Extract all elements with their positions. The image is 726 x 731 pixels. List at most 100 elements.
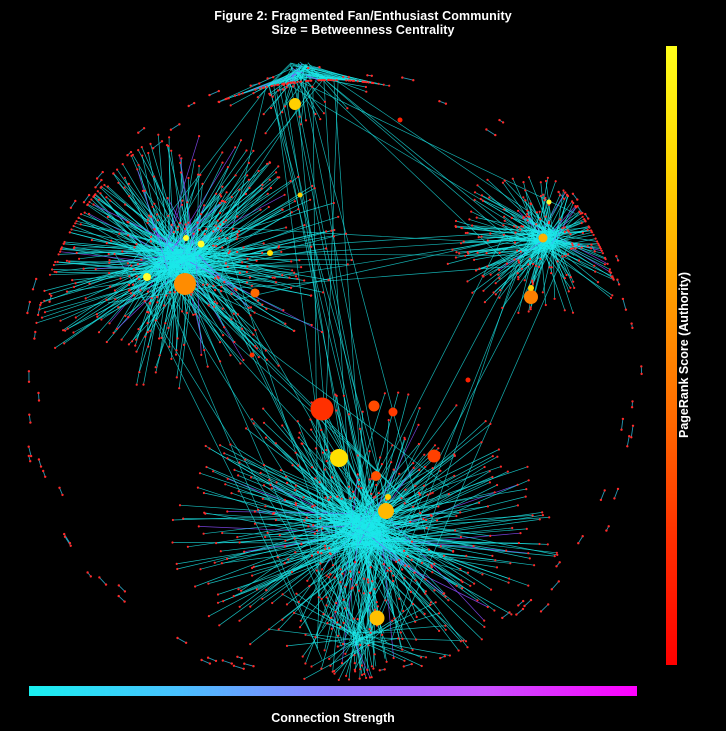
leaf-node bbox=[238, 619, 241, 622]
leaf-node bbox=[262, 463, 266, 467]
connection-strength-label: Connection Strength bbox=[271, 711, 395, 725]
leaf-node bbox=[403, 436, 406, 439]
leaf-node bbox=[543, 199, 546, 202]
edge bbox=[278, 65, 302, 85]
leaf-node bbox=[27, 454, 30, 458]
leaf-node bbox=[273, 84, 276, 87]
leaf-node bbox=[398, 559, 401, 562]
edge bbox=[114, 248, 178, 291]
leaf-node bbox=[262, 421, 266, 424]
leaf-node bbox=[274, 442, 277, 445]
leaf-node bbox=[558, 561, 561, 564]
leaf-node bbox=[178, 221, 181, 225]
leaf-node bbox=[75, 251, 78, 254]
leaf-node bbox=[238, 541, 241, 544]
edge bbox=[353, 634, 422, 667]
leaf-node bbox=[198, 135, 201, 138]
leaf-node bbox=[236, 235, 239, 238]
leaf-node bbox=[415, 615, 418, 619]
leaf-node bbox=[294, 551, 297, 554]
leaf-node bbox=[323, 649, 326, 652]
leaf-node bbox=[459, 511, 462, 514]
leaf-node bbox=[232, 595, 235, 598]
leaf-node bbox=[567, 253, 570, 256]
leaf-node bbox=[352, 617, 355, 620]
edge bbox=[344, 443, 420, 534]
leaf-node bbox=[245, 281, 249, 284]
leaf-node bbox=[147, 151, 150, 155]
leaf-node bbox=[277, 628, 280, 631]
leaf-node bbox=[267, 205, 270, 209]
leaf-node bbox=[101, 170, 104, 174]
leaf-node bbox=[105, 298, 108, 301]
edge bbox=[555, 230, 592, 234]
leaf-node bbox=[283, 193, 286, 196]
leaf-node bbox=[311, 184, 314, 187]
leaf-node bbox=[498, 296, 501, 299]
leaf-node bbox=[344, 585, 347, 588]
leaf-node bbox=[351, 586, 354, 589]
leaf-node bbox=[459, 567, 462, 571]
leaf-node bbox=[361, 673, 364, 677]
leaf-node bbox=[226, 457, 229, 460]
leaf-node bbox=[257, 169, 260, 173]
leaf-node bbox=[366, 74, 369, 77]
leaf-node bbox=[300, 266, 303, 269]
leaf-node bbox=[430, 514, 433, 518]
leaf-node bbox=[61, 493, 64, 497]
leaf-node bbox=[594, 270, 597, 273]
leaf-node bbox=[258, 82, 261, 85]
leaf-node bbox=[310, 245, 313, 248]
leaf-node bbox=[427, 548, 431, 551]
edge bbox=[333, 641, 371, 672]
leaf-node bbox=[322, 291, 325, 294]
edge bbox=[325, 497, 357, 535]
leaf-node bbox=[603, 256, 607, 259]
edge bbox=[535, 240, 553, 268]
leaf-node bbox=[372, 667, 375, 670]
leaf-node bbox=[398, 472, 401, 475]
leaf-node bbox=[123, 600, 126, 603]
leaf-node bbox=[219, 193, 222, 196]
leaf-node bbox=[418, 493, 422, 496]
edge bbox=[516, 608, 524, 615]
leaf-node bbox=[252, 149, 255, 152]
leaf-node bbox=[270, 487, 273, 490]
leaf-node bbox=[593, 264, 596, 267]
leaf-node bbox=[249, 643, 252, 646]
leaf-node bbox=[606, 262, 609, 265]
leaf-node bbox=[285, 226, 288, 229]
leaf-node bbox=[305, 516, 308, 519]
edge bbox=[85, 259, 167, 299]
leaf-node bbox=[556, 553, 559, 557]
edge bbox=[127, 249, 168, 264]
leaf-node bbox=[403, 549, 406, 553]
leaf-node bbox=[266, 162, 269, 165]
leaf-node bbox=[337, 678, 340, 682]
leaf-node bbox=[241, 261, 244, 264]
leaf-node bbox=[219, 550, 222, 553]
leaf-node bbox=[115, 327, 119, 330]
leaf-node bbox=[384, 599, 387, 602]
edge bbox=[186, 258, 295, 332]
edge bbox=[366, 642, 427, 658]
edge bbox=[191, 297, 342, 647]
leaf-node bbox=[272, 76, 275, 79]
leaf-node bbox=[270, 106, 273, 110]
leaf-node bbox=[335, 601, 338, 605]
leaf-node bbox=[531, 514, 534, 517]
edge bbox=[250, 82, 260, 87]
leaf-node bbox=[216, 219, 219, 222]
edge bbox=[577, 205, 583, 214]
leaf-node bbox=[353, 662, 356, 665]
leaf-node bbox=[401, 637, 404, 641]
edge bbox=[524, 599, 532, 607]
leaf-node bbox=[488, 481, 491, 484]
edge bbox=[350, 475, 455, 529]
leaf-node bbox=[334, 610, 337, 613]
leaf-node bbox=[457, 649, 460, 652]
leaf-node bbox=[221, 307, 224, 310]
edge bbox=[365, 625, 446, 633]
leaf-node bbox=[330, 616, 333, 620]
leaf-node bbox=[58, 486, 61, 489]
